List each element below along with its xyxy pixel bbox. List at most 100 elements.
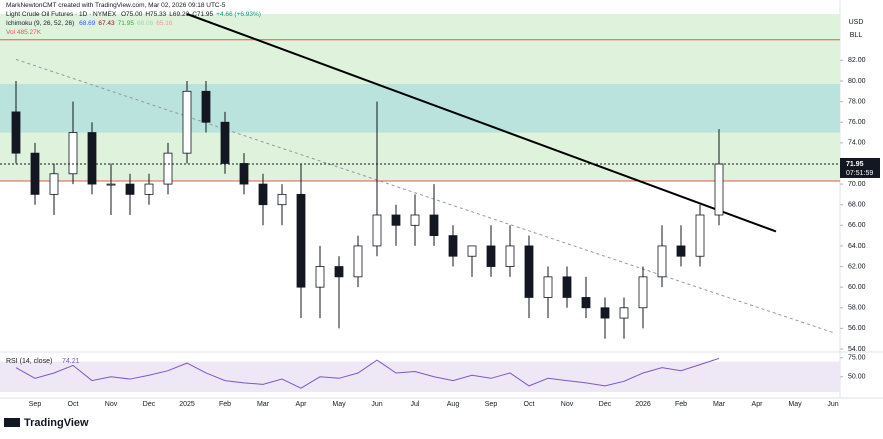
trendline [186, 13, 777, 233]
x-tick-label: Nov [105, 401, 118, 408]
symbol-line: Light Crude Oil Futures · 1D · NYMEX O75… [6, 11, 264, 18]
logo-icon [4, 418, 20, 427]
candle-body [68, 132, 78, 175]
candle-body [676, 245, 686, 257]
x-tick-label: Jul [411, 401, 420, 408]
candle-body [600, 307, 610, 319]
candle-body [30, 152, 40, 195]
candle-body [695, 214, 705, 257]
unit: BLL [850, 32, 863, 39]
symbol: Light Crude Oil Futures · 1D · NYMEX [6, 11, 117, 18]
ichimoku-value: 65.16 [156, 20, 173, 27]
candle-body [562, 276, 572, 298]
ichimoku-value: 67.43 [98, 20, 115, 27]
candle-body [49, 173, 59, 195]
candle-body [619, 307, 629, 319]
y-tick-label: 54.00 [848, 346, 866, 353]
x-tick-label: Feb [675, 401, 687, 408]
rsi-last-value: 74.21 [62, 358, 80, 365]
y-tick-label: 74.00 [848, 140, 866, 147]
candle-body [543, 276, 553, 298]
x-tick-label: 2026 [635, 401, 651, 408]
candle-body [505, 245, 515, 267]
y-tick-label: 62.00 [848, 263, 866, 270]
candle-body [296, 193, 306, 288]
candle-body [258, 183, 268, 206]
y-tick-label: 64.00 [848, 243, 866, 250]
ichimoku: Ichimoku (9, 26, 52, 26) [6, 20, 75, 27]
ichimoku-line: Ichimoku (9, 26, 52, 26) 68.69 67.43 71.95… [6, 20, 176, 27]
candle-body [714, 163, 724, 216]
zone [0, 84, 840, 133]
candle-body [410, 214, 420, 226]
candle-body [277, 193, 287, 206]
y-tick-label: 60.00 [848, 284, 866, 291]
y-tick-label: 82.00 [848, 57, 866, 64]
ichimoku-value: 68.69 [79, 20, 96, 27]
x-tick-label: Dec [143, 401, 156, 408]
y-tick-label: 70.00 [848, 181, 866, 188]
ichimoku-value: 71.95 [117, 20, 134, 27]
ichimoku-value: 68.06 [136, 20, 154, 27]
x-tick-label: Dec [599, 401, 612, 408]
x-tick-label: Apr [296, 401, 308, 408]
last-price: 71.95 [846, 161, 864, 168]
y-tick-label: 78.00 [848, 98, 866, 105]
x-tick-label: Oct [68, 401, 79, 408]
x-tick-label: Feb [219, 401, 231, 408]
candle-body [220, 121, 230, 164]
candle-body [486, 245, 496, 267]
x-tick-label: May [788, 401, 802, 408]
y-tick-label: 80.00 [848, 78, 866, 85]
y-tick-label: 56.00 [848, 325, 866, 332]
candle-body [87, 132, 97, 185]
candle-body [239, 163, 249, 185]
ohlc: O75.00 [121, 11, 143, 18]
rsi-title: RSI (14, close) [6, 358, 52, 365]
x-tick-label: Sep [29, 401, 42, 408]
y-tick-label: 50.00 [848, 374, 866, 381]
countdown: 07:51:59 [846, 170, 873, 177]
candle-body [201, 90, 211, 123]
candle-body [372, 214, 382, 247]
x-tick-label: May [332, 401, 346, 408]
candle-body [657, 245, 667, 278]
candle-body [467, 245, 477, 257]
author: MarkNewtonCMT created with TradingView.c… [6, 2, 226, 9]
candle-body [106, 183, 116, 186]
candle-body [125, 183, 135, 195]
y-tick-label: 76.00 [848, 119, 866, 126]
ohlc: C71.95 [192, 11, 214, 18]
x-tick-label: Oct [524, 401, 535, 408]
x-tick-label: Mar [257, 401, 270, 408]
x-tick-label: Nov [561, 401, 574, 408]
y-tick-label: 66.00 [848, 222, 866, 229]
candle-body [429, 214, 439, 237]
y-tick-label: 75.00 [848, 355, 866, 362]
candle-body [11, 111, 21, 154]
rsi-band [0, 361, 840, 392]
ohlc: L69.20 [169, 11, 190, 18]
volume: Vol 485.27K [6, 29, 42, 36]
x-tick-label: Aug [447, 401, 460, 408]
currency: USD [849, 19, 864, 26]
candle-body [144, 183, 154, 195]
x-tick-label: Apr [752, 401, 764, 408]
candle-body [391, 214, 401, 226]
x-tick-label: Jun [371, 401, 382, 408]
change: +4.66 (+6.93%) [216, 11, 261, 18]
candle-body [182, 90, 192, 154]
x-tick-label: Sep [485, 401, 498, 408]
y-tick-label: 58.00 [848, 305, 866, 312]
candle-body [315, 266, 325, 288]
volume-line: Vol 485.27K [6, 29, 44, 36]
author-line: MarkNewtonCMT created with TradingView.c… [6, 2, 228, 9]
candle-body [448, 235, 458, 257]
brand: TradingView [24, 417, 89, 429]
candle-body [334, 266, 344, 278]
candle-body [581, 297, 591, 309]
x-tick-label: 2025 [179, 401, 195, 408]
candle-body [638, 276, 648, 309]
